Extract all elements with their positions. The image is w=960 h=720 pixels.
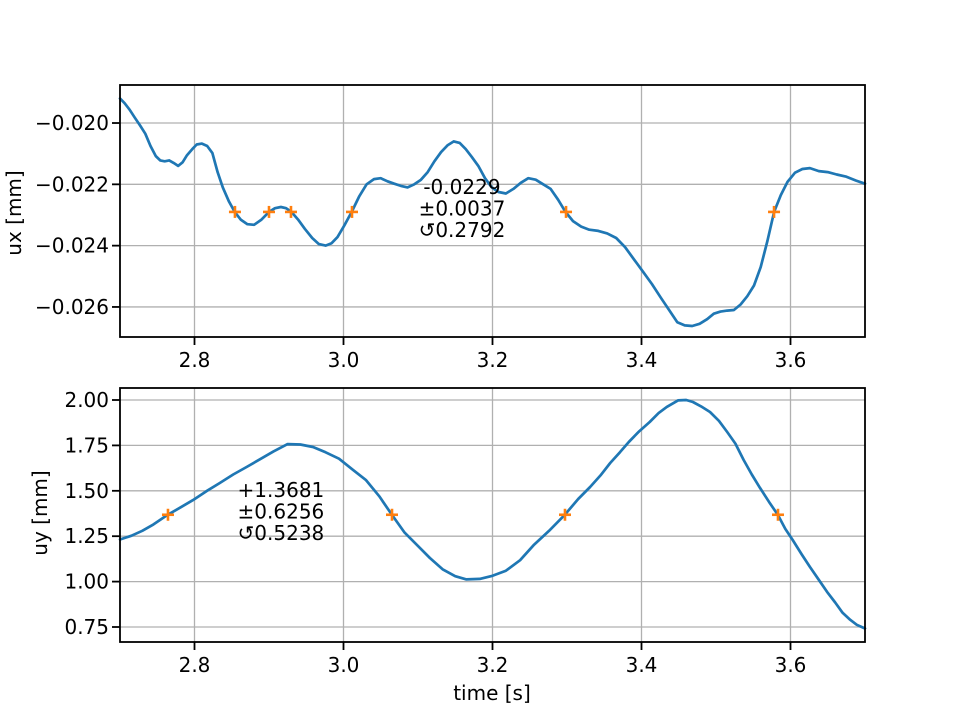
- tick-labels: 2.8 3.0 3.2 3.4 3.6 2.00 1.75 1.50 1.25 1.00 0.75: [64, 388, 806, 677]
- annotation-line: ↺0.5238: [238, 521, 325, 545]
- x-tick-label: 3.4: [626, 348, 658, 372]
- y-tick-label: 0.75: [64, 615, 109, 639]
- x-tick-label: 3.6: [775, 653, 807, 677]
- x-tick-label: 2.8: [179, 653, 211, 677]
- x-tick-label: 3.0: [328, 653, 360, 677]
- gridlines: [120, 85, 865, 337]
- tick-marks: [112, 399, 792, 650]
- y-tick-label: −0.022: [35, 172, 109, 196]
- phase-markers: [161, 508, 784, 521]
- stats-annotation: +1.3681±0.6256↺0.5238: [238, 478, 325, 545]
- axes-uy: 2.8 3.0 3.2 3.4 3.6 2.00 1.75 1.50 1.25 1.00 0.75 +…: [64, 387, 867, 677]
- axes-ux: 2.8 3.0 3.2 3.4 3.6 −0.020 −0.022 −0.024 −0.026 -…: [35, 84, 867, 372]
- annotation-line: +1.3681: [238, 478, 325, 502]
- phase-markers: [228, 205, 781, 218]
- y-tick-label: −0.026: [35, 295, 109, 319]
- tick-labels: 2.8 3.0 3.2 3.4 3.6 −0.020 −0.022 −0.024 −0.026: [35, 111, 806, 372]
- x-tick-label: 3.2: [477, 653, 509, 677]
- y-tick-label: 1.25: [64, 524, 109, 548]
- uy-axis-label: uy [mm]: [28, 470, 52, 556]
- x-tick-label: 3.4: [626, 653, 658, 677]
- gridlines: [120, 388, 865, 642]
- y-tick-label: −0.020: [35, 111, 109, 135]
- annotation-line: ↺0.2792: [419, 218, 506, 242]
- y-tick-label: −0.024: [35, 234, 109, 258]
- ux-axis-label: ux [mm]: [2, 170, 26, 256]
- tick-marks: [112, 122, 792, 345]
- stats-annotation: -0.0229±0.0037↺0.2792: [419, 175, 506, 242]
- y-tick-label: 1.75: [64, 433, 109, 457]
- x-tick-label: 3.6: [775, 348, 807, 372]
- x-tick-label: 3.2: [477, 348, 509, 372]
- y-tick-label: 1.50: [64, 479, 109, 503]
- y-tick-label: 1.00: [64, 570, 109, 594]
- series-ux: [118, 97, 867, 328]
- x-tick-label: 2.8: [179, 348, 211, 372]
- x-tick-label: 3.0: [328, 348, 360, 372]
- series-uy: [118, 398, 867, 630]
- annotation-line: ±0.0037: [419, 197, 506, 221]
- y-tick-label: 2.00: [64, 388, 109, 412]
- annotation-line: ±0.6256: [238, 500, 325, 524]
- annotation-line: -0.0229: [423, 175, 500, 199]
- time-axis-label: time [s]: [453, 681, 531, 705]
